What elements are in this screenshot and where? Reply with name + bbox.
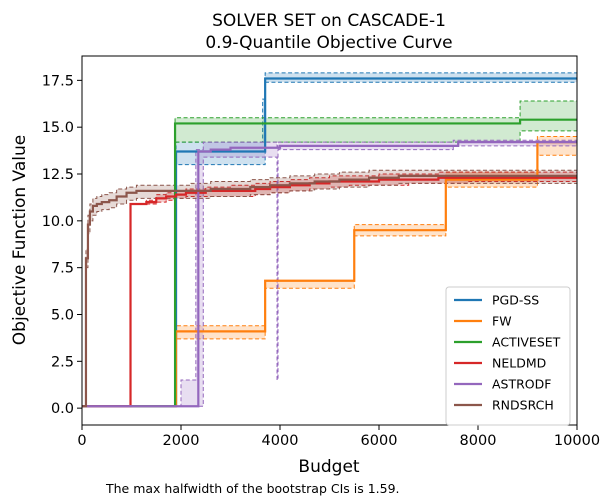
activeset-ci-upper — [82, 100, 577, 407]
legend-label-neldmd: NELDMD — [492, 356, 546, 371]
x-tick-label: 10000 — [554, 433, 600, 449]
y-tick-label: 2.5 — [51, 354, 74, 370]
y-tick-label: 17.5 — [42, 73, 74, 89]
footnote: The max halfwidth of the bootstrap CIs i… — [105, 481, 400, 496]
activeset-ci-lower — [82, 130, 577, 407]
chart-subtitle: 0.9-Quantile Objective Curve — [205, 33, 452, 53]
x-tick-label: 2000 — [163, 433, 200, 449]
legend-label-rndsrch: RNDSRCH — [492, 398, 554, 413]
neldmd-line — [82, 176, 577, 408]
x-tick-label: 4000 — [262, 433, 299, 449]
neldmd-ci-upper — [82, 171, 577, 407]
series-lines — [82, 77, 577, 408]
astrodf-line — [82, 141, 577, 408]
rndsrch-ci-upper — [82, 169, 577, 407]
x-tick-label: 6000 — [361, 433, 398, 449]
rndsrch-ci-band — [82, 170, 577, 407]
chart-title: SOLVER SET on CASCADE-1 — [212, 11, 446, 31]
legend-label-activeset: ACTIVESET — [492, 335, 561, 350]
legend-label-astrodf: ASTRODF — [492, 377, 551, 392]
x-axis-ticks: 0 2000 4000 6000 8000 10000 — [77, 425, 600, 449]
y-tick-label: 5.0 — [51, 307, 74, 323]
pgd-ss-ci-band — [82, 72, 577, 407]
y-tick-label: 7.5 — [51, 261, 74, 277]
x-axis-label: Budget — [298, 457, 359, 477]
y-tick-label: 15.0 — [42, 120, 74, 136]
y-axis-label: Objective Function Value — [10, 135, 30, 345]
rndsrch-line — [82, 174, 577, 408]
legend-label-fw: FW — [492, 314, 512, 329]
legend: PGD-SS FW ACTIVESET NELDMD ASTRODF RNDSRCH — [445, 286, 571, 426]
astrodf-ci-upper — [82, 139, 577, 407]
y-axis-ticks: 0.0 2.5 5.0 7.5 10.0 12.5 15.0 17.5 — [42, 73, 82, 417]
rndsrch-ci-lower — [82, 182, 577, 407]
legend-label-pgd-ss: PGD-SS — [492, 293, 539, 308]
y-tick-label: 10.0 — [42, 214, 74, 230]
y-tick-label: 0.0 — [51, 401, 74, 417]
x-tick-label: 0 — [77, 433, 86, 449]
x-tick-label: 8000 — [460, 433, 497, 449]
y-tick-label: 12.5 — [42, 167, 74, 183]
plot-frame — [81, 55, 578, 426]
